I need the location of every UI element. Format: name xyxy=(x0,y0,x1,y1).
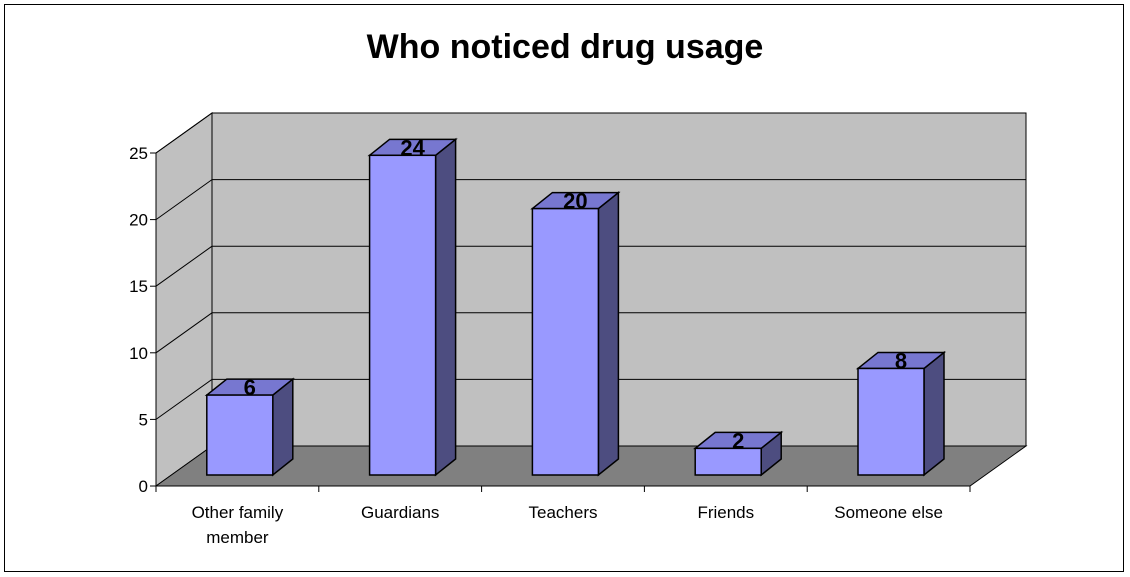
gridline-side xyxy=(155,112,213,154)
bar xyxy=(206,394,274,476)
gridline-side xyxy=(155,378,213,420)
side-wall xyxy=(155,112,213,487)
bar-side xyxy=(597,191,620,477)
x-tick-label: Teachers xyxy=(529,503,598,522)
y-tick-label: 15 xyxy=(129,277,148,296)
bar xyxy=(694,447,762,476)
x-tick-label: Guardians xyxy=(361,503,439,522)
y-tick-label: 5 xyxy=(139,410,148,429)
chart-title: Who noticed drug usage xyxy=(366,28,764,66)
x-tick-label: member xyxy=(206,528,269,547)
y-tick-label: 25 xyxy=(129,144,148,163)
data-label: 20 xyxy=(563,189,587,214)
data-label: 24 xyxy=(400,135,425,160)
gridline-side xyxy=(155,245,213,287)
y-tick-label: 0 xyxy=(139,477,148,496)
bar xyxy=(531,207,600,476)
data-label: 6 xyxy=(244,375,256,400)
bar xyxy=(857,367,925,476)
x-tick-label: Someone else xyxy=(834,503,943,522)
y-tick-label: 10 xyxy=(129,344,148,363)
data-label: 2 xyxy=(732,428,744,453)
gridline-side xyxy=(155,179,213,221)
y-tick-label: 20 xyxy=(129,211,148,230)
bar-side xyxy=(434,137,457,477)
bar-side xyxy=(923,350,945,477)
x-tick-label: Other family xyxy=(192,503,284,522)
data-label: 8 xyxy=(895,348,907,373)
bar xyxy=(368,154,437,476)
x-tick-label: Friends xyxy=(697,503,754,522)
gridline-side xyxy=(155,312,213,354)
